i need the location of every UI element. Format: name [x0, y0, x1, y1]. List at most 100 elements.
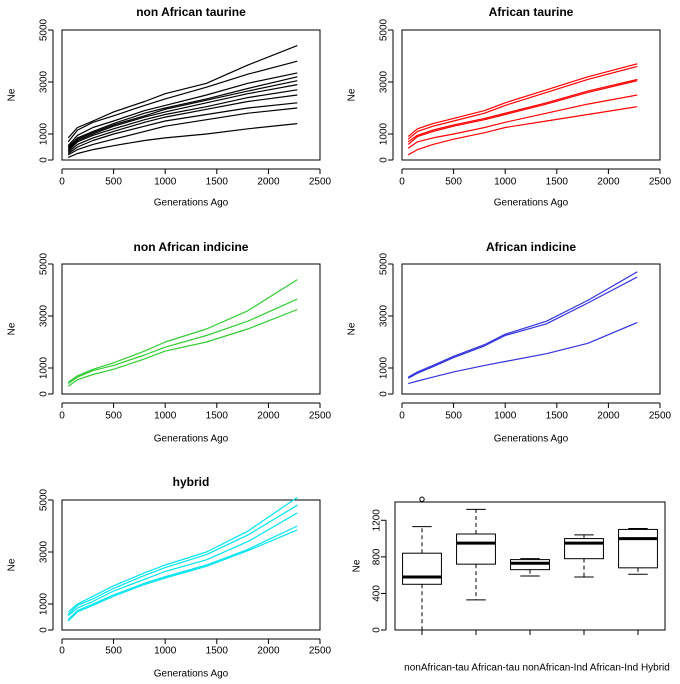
box-outlier — [419, 496, 425, 502]
box-iqr — [618, 528, 658, 569]
series-line-s3 — [67, 72, 298, 147]
x-axis-label: Generations Ago — [154, 669, 229, 679]
chart-panel-5: hybrid 0 1000 3000 5000 Ne 0 500 1000 1500 2000 250… — [7, 475, 332, 679]
plot-frame — [61, 29, 321, 161]
y-tick-label: 5000 — [379, 252, 390, 275]
series-line-s5 — [67, 80, 298, 149]
x-tick-label: 2000 — [257, 646, 280, 657]
series-line-s2 — [67, 504, 298, 615]
series-line-s1 — [67, 496, 298, 613]
series-line-s2 — [407, 65, 638, 140]
y-tick-label: 0 — [379, 157, 390, 163]
x-axis-label: Generations Ago — [154, 434, 229, 445]
y-tick-label: 0 — [39, 391, 50, 397]
box-iqr — [402, 552, 442, 585]
series-line-s8 — [67, 94, 298, 153]
y-tick-label: 3000 — [39, 70, 50, 93]
series-line-s4 — [407, 80, 638, 145]
plot-frame — [61, 499, 321, 631]
series-line-s4 — [67, 525, 298, 621]
y-tick-label: 1000 — [39, 592, 50, 615]
y-tick-label: 400 — [372, 585, 383, 602]
y-axis-label: Ne — [7, 322, 18, 335]
y-axis-label: Ne — [347, 88, 358, 101]
y-tick-label: 800 — [372, 548, 383, 565]
y-tick-label: 3000 — [39, 304, 50, 327]
plot-frame — [401, 29, 661, 161]
y-tick-label: 0 — [372, 627, 383, 633]
x-tick-label: 0 — [399, 411, 405, 422]
chart-panel-6: 0 400 800 1200 Ne nonAfrican-tau African-tau … — [352, 496, 670, 674]
series-line-s2 — [67, 298, 298, 385]
y-axis-label: Ne — [7, 558, 18, 571]
y-tick-label: 3000 — [379, 70, 390, 93]
series-line-s3 — [67, 308, 298, 387]
x-tick-label: 2000 — [597, 177, 620, 188]
x-tick-label: 1500 — [546, 177, 569, 188]
x-tick-label: 1000 — [154, 646, 177, 657]
series-line-s7 — [67, 89, 298, 152]
chart-title: African indicine — [486, 240, 576, 254]
series-line-s10 — [67, 107, 298, 156]
chart-panel-3: non African indicine 0 1000 3000 5000 Ne 0 500 1… — [7, 240, 332, 444]
y-axis-label: Ne — [7, 88, 18, 101]
x-axis-label: Generations Ago — [494, 198, 569, 209]
series-line-s6 — [407, 106, 638, 156]
series-line-s3 — [67, 512, 298, 617]
x-tick-label: 1500 — [206, 646, 229, 657]
y-tick-label: 5000 — [39, 488, 50, 511]
x-tick-label: 500 — [445, 177, 462, 188]
series-line-s1 — [67, 279, 298, 383]
x-tick-label: 2500 — [309, 177, 332, 188]
x-tick-label: 2500 — [309, 646, 332, 657]
x-tick-label: 2500 — [309, 411, 332, 422]
series-line-s11 — [67, 123, 298, 158]
y-tick-label: 5000 — [39, 252, 50, 275]
x-tick-label: 0 — [59, 411, 65, 422]
x-tick-label: 500 — [445, 411, 462, 422]
x-tick-label: 0 — [399, 177, 405, 188]
x-tick-label: 1500 — [206, 411, 229, 422]
box-iqr — [564, 538, 604, 560]
category-axis-label: nonAfrican-tau African-tau nonAfrican-In… — [404, 663, 670, 674]
x-tick-label: 1000 — [154, 177, 177, 188]
series-line-s6 — [67, 84, 298, 151]
series-line-s1 — [67, 45, 298, 139]
x-tick-label: 0 — [59, 646, 65, 657]
y-tick-label: 1000 — [379, 356, 390, 379]
y-tick-label: 5000 — [39, 18, 50, 41]
y-tick-label: 1000 — [379, 122, 390, 145]
chart-panel-2: African taurine 0 1000 3000 5000 Ne 0 500 1000 15… — [347, 5, 672, 208]
chart-title: non African taurine — [136, 5, 246, 19]
x-tick-label: 500 — [105, 646, 122, 657]
x-tick-label: 2000 — [257, 411, 280, 422]
x-tick-label: 1500 — [206, 177, 229, 188]
x-tick-label: 2500 — [649, 411, 672, 422]
x-tick-label: 1000 — [494, 411, 517, 422]
x-tick-label: 1000 — [494, 177, 517, 188]
y-tick-label: 1000 — [39, 122, 50, 145]
x-tick-label: 0 — [59, 177, 65, 188]
series-line-s4 — [67, 76, 298, 148]
plot-frame — [61, 263, 321, 395]
series-line-s3 — [408, 321, 638, 385]
y-axis-label: Ne — [347, 322, 358, 335]
series-line-s2 — [67, 60, 298, 143]
plot-frame — [401, 263, 661, 395]
x-tick-label: 1500 — [546, 411, 569, 422]
y-tick-label: 5000 — [379, 18, 390, 41]
y-tick-label: 0 — [39, 157, 50, 163]
series-line-s3 — [407, 78, 638, 143]
chart-panel-1: non African taurine 0 1000 3000 5000 Ne 0 500 10… — [7, 5, 332, 208]
y-tick-label: 0 — [39, 627, 50, 633]
x-axis-label: Generations Ago — [494, 434, 569, 445]
x-tick-label: 2500 — [649, 177, 672, 188]
x-tick-label: 500 — [105, 411, 122, 422]
x-tick-label: 2000 — [597, 411, 620, 422]
box-iqr — [456, 533, 496, 565]
y-tick-label: 0 — [379, 391, 390, 397]
series-line-s1 — [407, 63, 638, 138]
series-line-s1 — [407, 271, 638, 378]
series-line-s5 — [407, 94, 638, 149]
